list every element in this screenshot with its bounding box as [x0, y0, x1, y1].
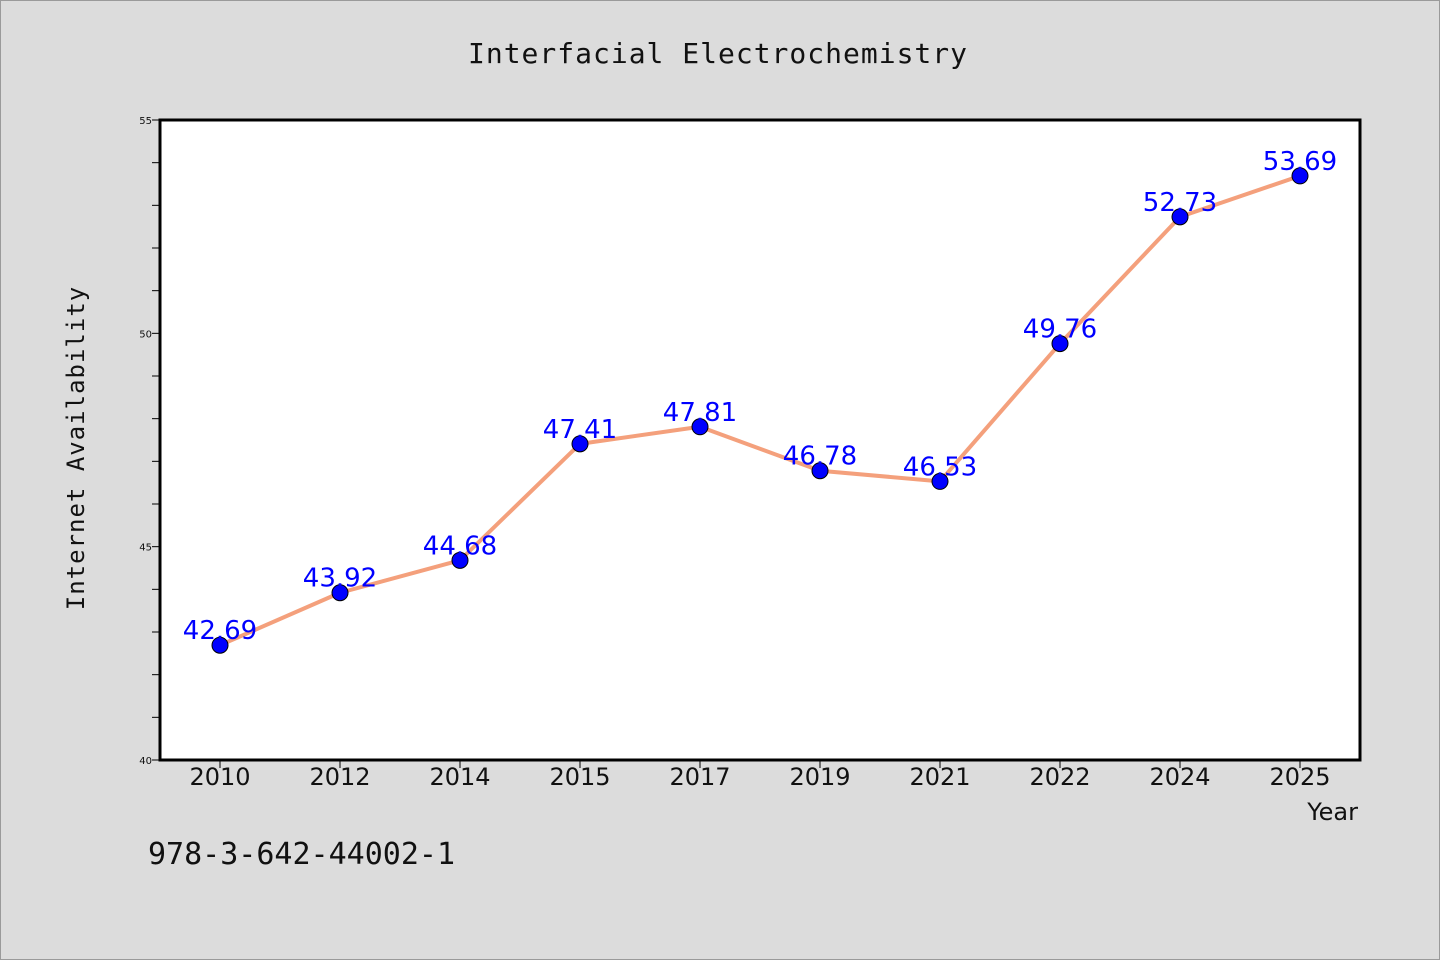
data-label: 53.69: [1263, 147, 1337, 177]
x-tick-label: 2010: [189, 763, 250, 791]
data-label: 47.81: [663, 398, 737, 428]
plot-border: [158, 118, 1362, 762]
data-point: [211, 636, 229, 654]
data-label: 46.53: [903, 452, 977, 482]
y-tick-label: 40: [139, 756, 152, 767]
y-ticks: 40 45 50 55: [139, 116, 160, 767]
x-tick-label: 2025: [1269, 763, 1330, 791]
data-point: [1171, 208, 1189, 226]
series-layer: 42.69 43.92 44.68 47.41 47.81 46.78 46.53 49.76…: [183, 147, 1337, 654]
footer-isbn: 978-3-642-44002-1: [148, 837, 455, 872]
data-label: 42.69: [183, 616, 257, 646]
data-label: 44.68: [423, 531, 497, 561]
data-point: [1051, 335, 1069, 353]
data-label: 47.41: [543, 415, 617, 445]
data-label: 49.76: [1023, 315, 1097, 345]
x-tick-label: 2021: [909, 763, 970, 791]
x-tick-label: 2017: [669, 763, 730, 791]
x-tick-label: 2024: [1149, 763, 1210, 791]
x-tick-label: 2019: [789, 763, 850, 791]
series-line: [219, 174, 1301, 648]
plot-area: [160, 120, 1360, 760]
data-label: 52.73: [1143, 188, 1217, 218]
x-tick-label: 2015: [549, 763, 610, 791]
data-point: [691, 418, 709, 436]
chart-title: Interfacial Electrochemistry: [468, 37, 968, 70]
data-point: [931, 472, 949, 490]
y-tick-label: 50: [139, 329, 152, 340]
data-point: [331, 584, 349, 602]
data-point: [571, 435, 589, 453]
x-ticks: 2010 2012 2014 2015 2017 2019 2021 2022 2024 2025: [189, 760, 1331, 791]
x-tick-label: 2022: [1029, 763, 1090, 791]
x-tick-label: 2012: [309, 763, 370, 791]
x-tick-label: 2014: [429, 763, 490, 791]
data-label: 46.78: [783, 442, 857, 472]
y-tick-label: 55: [139, 116, 152, 127]
data-point: [451, 551, 469, 569]
x-axis-label: Year: [1306, 798, 1358, 826]
data-point: [1291, 167, 1309, 185]
data-point: [811, 462, 829, 480]
y-tick-label: 45: [139, 543, 152, 554]
data-label: 43.92: [303, 564, 377, 594]
y-axis-label: Internet Availability: [62, 286, 90, 610]
